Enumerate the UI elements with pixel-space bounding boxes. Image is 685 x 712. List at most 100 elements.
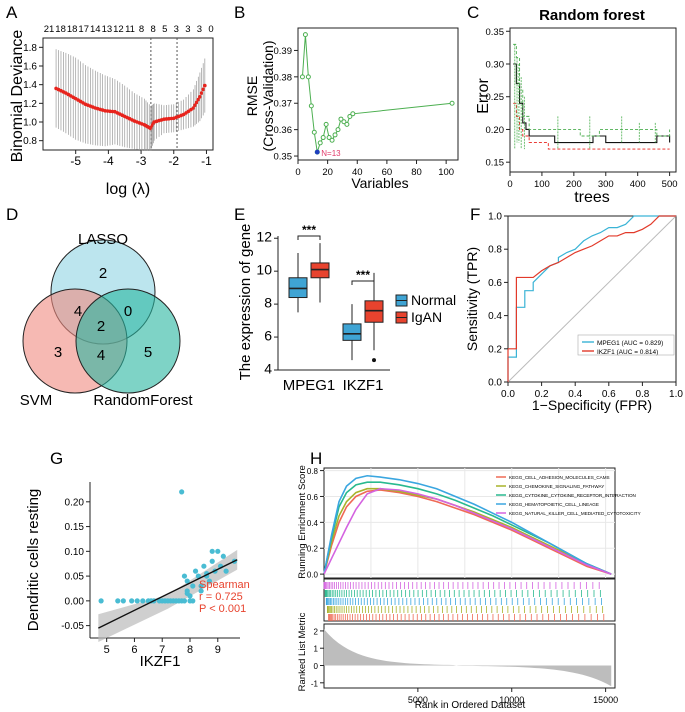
diagonal-line: [507, 215, 677, 383]
significance-bracket: [351, 280, 375, 285]
a-y-tick-label: 1.6: [23, 62, 37, 73]
e-category-label: IKZF1: [343, 377, 384, 394]
scatter-point: [184, 590, 190, 597]
gsea-legend-label: KEGG_CHEMOKINE_SIGNALING_PATHWAY: [509, 484, 604, 489]
scatter-point: [223, 568, 229, 574]
f-y-tick-label: 0.2: [488, 344, 502, 355]
panel-letter-h: H: [310, 449, 322, 468]
b-y-tick-label: 0.35: [274, 152, 293, 163]
deviance-point: [199, 91, 204, 95]
rmse-point: [317, 140, 323, 146]
f-y-tick-label: 0.0: [488, 378, 502, 389]
top-count-label: 8: [139, 24, 144, 35]
roc-legend-box: [577, 334, 675, 356]
c-y-tick-label: 0.30: [486, 60, 505, 71]
scatter-point: [198, 583, 204, 589]
rmse-point: [311, 129, 317, 135]
scatter-point: [181, 573, 188, 579]
venn-count-LASSO_RandomForest: 0: [124, 303, 132, 320]
f-x-tick-label: 0.0: [501, 389, 515, 400]
plot-frame: [507, 215, 677, 383]
significance-bracket: [297, 235, 321, 240]
deviance-point: [191, 106, 196, 110]
box-IgAN: [310, 262, 330, 279]
e-y-tick-label: 10: [256, 262, 272, 278]
c-x-tick-label: 400: [630, 179, 646, 190]
venn-count-LASSO_only: 2: [99, 265, 107, 282]
c-x-axis-title: trees: [574, 189, 610, 206]
roc-legend-label: IKZF1 (AUC = 0.814): [597, 349, 658, 356]
scatter-point: [198, 588, 204, 594]
outlier-point: [372, 358, 376, 363]
f-y-tick-label: 1.0: [488, 212, 502, 223]
panel-f-roc-chart: MPEG1 (AUC = 0.829) IKZF1 (AUC = 0.814) 0.…: [464, 212, 683, 414]
optimal-point: [314, 149, 320, 155]
c-x-tick-label: 0: [507, 179, 512, 190]
a-x-axis-title: log (λ): [106, 181, 150, 198]
top-count-label: 0: [208, 24, 213, 35]
b-y-axis-title: RMSE: [244, 76, 260, 116]
panel-c-random-forest-chart: 0.15 0.20 0.25 0.30 0.35 0 100 200 300 400 500 Rand…: [475, 7, 678, 206]
confidence-band: [98, 549, 238, 642]
panel-e-boxplot: 4 6 8 10 12 *** *** MPEG1 IKZF1 The expression of…: [237, 223, 456, 394]
f-x-tick-label: 0.2: [535, 389, 549, 400]
b-x-tick-label: 0: [295, 167, 300, 178]
venn-set-label-lasso: LASSO: [78, 231, 128, 248]
roc-curve-1: [507, 215, 676, 382]
top-count-label: 3: [174, 24, 179, 35]
c-y-tick-label: 0.25: [486, 92, 505, 103]
optimal-label: N=13: [321, 149, 341, 158]
b-y-tick-label: 0.37: [274, 99, 293, 110]
f-y-axis-title: Sensitivity (TPR): [464, 247, 480, 351]
spearman-annotation: P < 0.001: [199, 603, 246, 615]
h-y-top-tick-label: 0.8: [307, 467, 319, 476]
top-count-label: 5: [162, 24, 167, 35]
g-x-tick-label: 6: [131, 644, 137, 656]
rmse-point: [320, 135, 326, 141]
a-y-tick-label: 1.8: [23, 43, 37, 54]
top-count-label: 8: [150, 24, 155, 35]
error-line-OOB: [513, 63, 671, 144]
rmse-point: [305, 74, 311, 80]
g-x-tick-label: 5: [104, 644, 110, 656]
f-x-tick-label: 0.4: [568, 389, 582, 400]
e-y-tick-label: 6: [264, 328, 272, 344]
h-y-bottom-tick-label: -1: [311, 679, 319, 688]
panel-letter-f: F: [470, 205, 480, 224]
rmse-point: [341, 119, 347, 125]
legend-label-Normal: Normal: [411, 292, 456, 308]
e-y-tick-label: 4: [264, 361, 272, 377]
b-y-tick-label: 0.39: [274, 46, 293, 57]
top-count-label: 17: [78, 24, 89, 35]
scatter-point: [206, 578, 213, 584]
scatter-point: [195, 573, 201, 579]
scatter-point: [190, 598, 196, 604]
c-x-tick-label: 200: [566, 179, 582, 190]
h-y-bottom-tick-label: 0: [314, 662, 319, 671]
metric-frame: [323, 623, 616, 689]
significance-label: ***: [356, 268, 370, 282]
h-y-top-tick-label: 0.0: [307, 571, 319, 580]
panel-h-gsea-chart: KEGG_CELL_ADHESION_MOLECULES_CAMS KEGG_CH…: [297, 465, 641, 711]
panel-letter-e: E: [234, 205, 245, 224]
c-y-axis-title: Error: [475, 78, 492, 114]
h-y-top-title: Running Enrichment Score: [297, 465, 308, 579]
c-x-tick-label: 100: [534, 179, 550, 190]
f-x-tick-label: 1.0: [669, 389, 683, 400]
c-title: Random forest: [539, 7, 645, 24]
a-x-tick-label: -1: [201, 154, 212, 168]
c-x-tick-label: 500: [662, 179, 678, 190]
plot-frame: [509, 27, 677, 173]
a-x-tick-label: -5: [70, 154, 81, 168]
top-count-label: 3: [185, 24, 190, 35]
g-x-axis-title: IKZF1: [140, 653, 181, 670]
top-count-label: 12: [113, 24, 124, 35]
rmse-point: [449, 100, 455, 106]
scatter-point: [129, 598, 135, 604]
g-y-tick-label: 0.00: [65, 596, 85, 607]
venn-count-SVM_only: 3: [54, 344, 62, 361]
roc-legend-label: MPEG1 (AUC = 0.829): [597, 340, 663, 347]
panel-a-lasso-chart: 0.81.01.21.41.61.8-5 -4 -3 -2 -121 18 18 17 14 13…: [9, 24, 214, 198]
g-y-tick-label: 0.15: [65, 522, 85, 533]
scatter-point: [179, 489, 185, 495]
